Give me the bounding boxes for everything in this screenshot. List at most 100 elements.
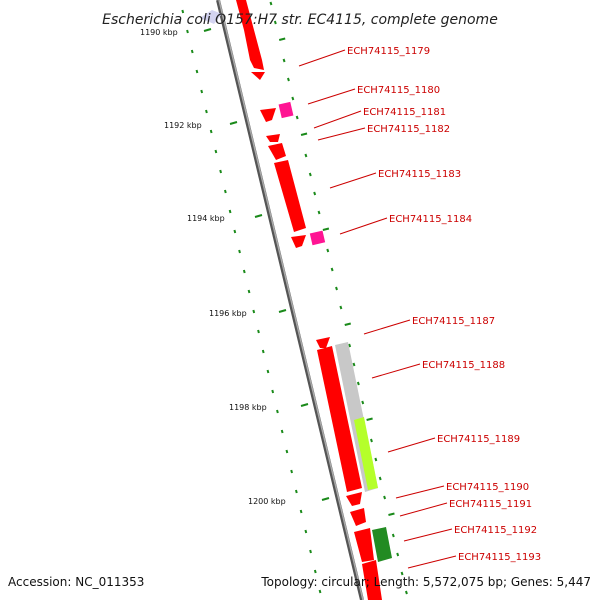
gene-label: ECH74115_1187 [412, 316, 495, 327]
inner-tick [269, 1, 273, 6]
gene-label: ECH74115_1183 [378, 169, 461, 180]
gene-1191-arrow [350, 508, 366, 526]
gene-1179-head [251, 72, 265, 80]
inner-tick [282, 58, 286, 63]
inner-tick [313, 191, 317, 196]
inner-tick [308, 172, 312, 177]
inner-tick [335, 286, 338, 291]
gene-arrows [236, 0, 392, 600]
gene-1184-pink [309, 230, 326, 246]
page-title: Escherichia coli O157:H7 str. EC4115, co… [102, 12, 498, 28]
genome-backbone-highlight [218, 0, 364, 600]
gene-leader-line [329, 172, 377, 189]
outer-tick [219, 169, 222, 174]
kbp-tick-mark [300, 403, 309, 407]
genome-backbone [216, 0, 364, 600]
outer-tick [299, 509, 303, 514]
outer-tick [209, 129, 213, 134]
gene-leader-line [387, 437, 436, 453]
inner-tick [361, 400, 365, 405]
kbp-tick-mark [278, 309, 287, 313]
inner-tick [295, 115, 299, 120]
gene-leader-line [313, 110, 362, 129]
outer-tick-ring [181, 9, 322, 594]
gene-leader-line [339, 217, 388, 235]
faint-feature-top [200, 10, 222, 24]
inner-tick [322, 227, 330, 231]
outer-tick [252, 309, 256, 314]
inner-tick [317, 210, 321, 215]
outer-tick [295, 489, 298, 494]
gene-label: ECH74115_1180 [357, 85, 440, 96]
outer-tick [257, 329, 260, 334]
outer-tick [224, 189, 227, 194]
gene-1179-arrow [236, 0, 264, 70]
kbp-tick-mark [229, 121, 238, 125]
gene-leader-line [407, 555, 457, 569]
inner-tick [378, 476, 382, 481]
outer-tick [285, 449, 289, 454]
inner-tick [391, 533, 395, 538]
inner-tick [330, 267, 334, 272]
outer-tick [238, 249, 241, 254]
gene-1189-yellowgreen [354, 417, 378, 490]
inner-tick [304, 153, 308, 158]
gene-1187-arrow [316, 337, 330, 348]
outer-tick [304, 529, 308, 534]
inner-tick [404, 590, 408, 595]
inner-tick [344, 322, 351, 326]
gene-1181-arrow [266, 134, 280, 142]
kbp-tick-mark [321, 497, 330, 501]
kbp-tick-label: 1196 kbp [209, 309, 247, 318]
gene-1182-arrow [268, 143, 286, 160]
gene-1180-arrow [260, 108, 276, 122]
gene-leader-line [403, 528, 453, 542]
gene-label: ECH74115_1188 [422, 360, 505, 371]
gene-label: ECH74115_1191 [449, 499, 532, 510]
gene-label: ECH74115_1190 [446, 482, 529, 493]
outer-tick [247, 289, 251, 294]
inner-tick [286, 77, 290, 82]
gene-label: ECH74115_1192 [454, 525, 537, 536]
outer-tick [242, 269, 246, 274]
inner-tick-ring [269, 1, 408, 595]
outer-tick [290, 469, 293, 474]
gene-label: ECH74115_1184 [389, 214, 472, 225]
inner-tick [339, 305, 343, 310]
gene-1180-pink [278, 101, 294, 119]
kbp-tick-label: 1198 kbp [229, 403, 267, 412]
gene-leader-line [371, 363, 421, 379]
gene-label: ECH74115_1179 [347, 46, 430, 57]
inner-tick [352, 362, 356, 367]
outer-tick [309, 549, 312, 554]
gene-leader-line [298, 49, 346, 67]
inner-tick [370, 438, 373, 443]
inner-tick [273, 20, 277, 25]
inner-tick [326, 248, 330, 253]
gene-1184-arrow [291, 235, 306, 248]
outer-tick [186, 29, 189, 34]
gene-1192-arrow [354, 528, 374, 562]
gene-leader-line [307, 88, 356, 105]
outer-tick [233, 229, 237, 234]
inner-tick [366, 417, 373, 421]
gene-label: ECH74115_1182 [367, 124, 450, 135]
gene-leader-line [395, 485, 445, 499]
inner-tick [396, 552, 400, 557]
outer-tick [228, 209, 232, 214]
kbp-tick-mark [203, 28, 212, 32]
gene-1192-green [372, 527, 392, 562]
outer-tick [214, 149, 218, 154]
gene-label: ECH74115_1193 [458, 552, 541, 563]
outer-tick [313, 569, 317, 574]
inner-tick [388, 512, 395, 516]
kbp-tick-label: 1194 kbp [187, 214, 225, 223]
inner-tick [400, 571, 404, 576]
outer-tick [261, 349, 265, 354]
outer-tick [271, 389, 275, 394]
outer-tick [280, 429, 284, 434]
inner-tick [300, 132, 308, 136]
kbp-tick-label: 1190 kbp [140, 28, 178, 37]
inner-tick [383, 495, 387, 500]
